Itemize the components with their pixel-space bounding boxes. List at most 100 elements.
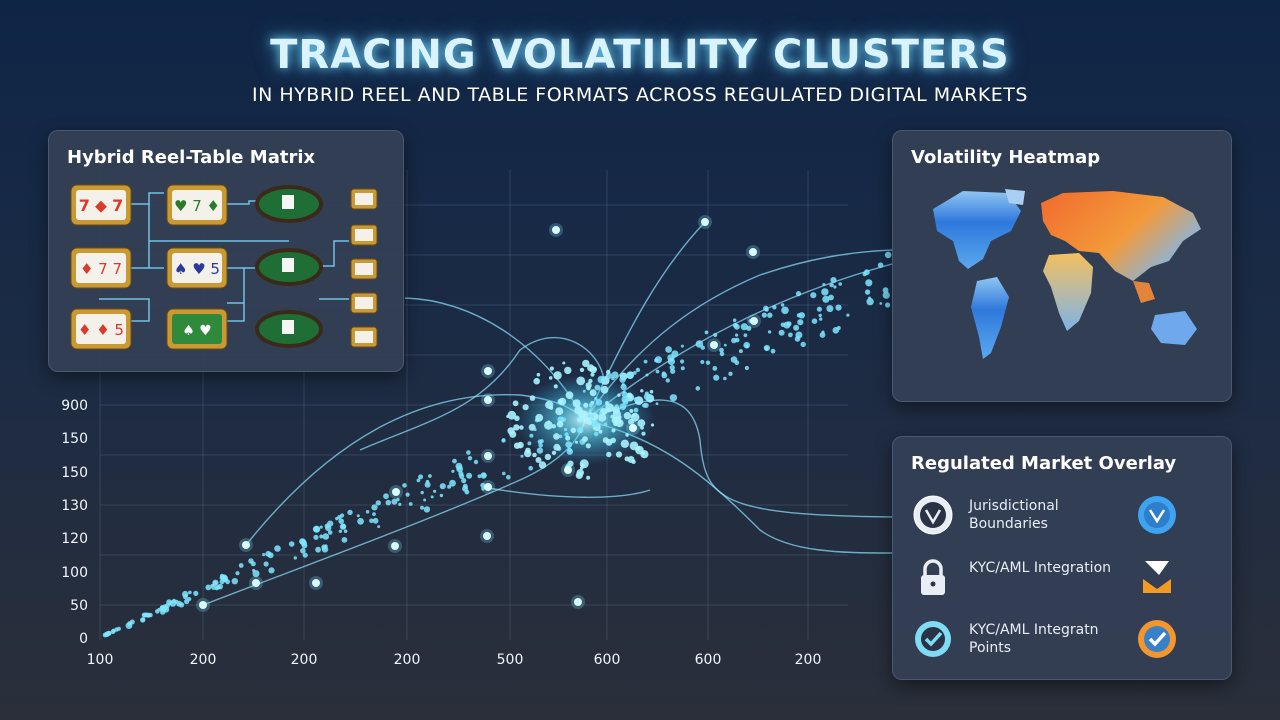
trend-curve <box>487 487 651 498</box>
data-point <box>723 343 727 347</box>
svg-text:♥ 7 ♦: ♥ 7 ♦ <box>174 197 220 215</box>
data-point <box>680 344 684 348</box>
data-point <box>734 337 740 343</box>
data-point <box>473 459 479 465</box>
heatmap-panel: Volatility Heatmap <box>892 130 1232 402</box>
data-point <box>600 385 609 394</box>
data-point <box>761 312 767 318</box>
data-point <box>562 361 566 365</box>
data-point <box>212 580 218 586</box>
data-point <box>428 474 432 478</box>
data-point <box>129 619 135 625</box>
world-heatmap-map <box>933 189 1201 359</box>
data-point <box>579 459 589 469</box>
slot-reel-icon: ♠ ♥ <box>166 308 228 350</box>
data-point <box>536 372 541 377</box>
data-point <box>644 391 649 396</box>
data-point <box>484 483 492 491</box>
y-tick-label: 150 <box>61 431 88 447</box>
data-point <box>818 313 822 318</box>
overlay-item: KYC/AML Integration <box>911 555 1211 611</box>
data-point <box>529 395 536 401</box>
data-point <box>797 319 804 326</box>
data-point <box>174 599 179 604</box>
data-point <box>484 396 492 404</box>
data-point <box>655 369 660 374</box>
data-point <box>324 544 328 548</box>
data-point <box>829 282 834 288</box>
data-point <box>767 312 773 318</box>
data-point <box>623 412 632 420</box>
data-point <box>558 434 563 439</box>
x-tick-label: 100 <box>87 652 114 668</box>
data-point <box>501 438 506 443</box>
svg-text:♦ 7 7: ♦ 7 7 <box>80 260 122 278</box>
data-point <box>293 556 297 560</box>
overlay-item-label: KYC/AML Integration <box>969 560 1112 576</box>
data-point <box>615 451 623 458</box>
data-point <box>877 262 884 269</box>
data-point <box>588 403 593 408</box>
x-tick-label: 200 <box>291 652 318 668</box>
data-point <box>506 415 510 418</box>
svg-text:♦ ♦ 5: ♦ ♦ 5 <box>78 321 124 339</box>
data-point <box>835 304 842 311</box>
data-point <box>592 367 597 371</box>
y-tick-label: 0 <box>79 631 88 647</box>
data-point <box>315 546 321 553</box>
data-point <box>564 366 572 375</box>
data-point <box>544 420 553 430</box>
data-point <box>743 333 748 338</box>
data-point <box>327 530 333 535</box>
data-point <box>620 383 627 391</box>
data-point <box>528 423 536 431</box>
data-point <box>539 439 544 444</box>
poker-table-icon <box>255 185 323 348</box>
data-point <box>221 575 229 582</box>
data-point <box>466 450 471 455</box>
data-point <box>423 498 427 502</box>
data-point <box>649 389 654 394</box>
data-point <box>611 428 616 433</box>
data-point <box>588 421 593 426</box>
data-point <box>148 612 153 618</box>
data-point <box>772 305 777 310</box>
data-point <box>605 403 614 412</box>
data-point <box>538 461 547 469</box>
data-point <box>633 407 639 413</box>
data-point <box>704 330 709 335</box>
data-point <box>157 607 161 612</box>
data-point <box>217 583 223 590</box>
data-point <box>598 413 607 422</box>
data-point <box>564 466 572 474</box>
data-point <box>439 493 444 498</box>
data-point <box>558 397 567 406</box>
y-axis-ticks: 0 50 100 120 130 150 150 900 <box>61 398 88 647</box>
data-point <box>340 523 347 530</box>
data-point <box>822 283 826 286</box>
data-point <box>577 417 583 423</box>
x-tick-label: 200 <box>795 652 822 668</box>
data-point <box>322 533 330 540</box>
data-point <box>763 305 769 311</box>
data-point <box>597 375 606 384</box>
data-point <box>456 465 464 473</box>
data-point <box>582 359 590 368</box>
data-point <box>551 450 557 455</box>
data-point <box>252 579 260 587</box>
data-point <box>846 313 850 317</box>
data-point <box>268 567 275 574</box>
overlay-item: KYC/AML Integratn Points <box>911 617 1211 673</box>
data-point <box>767 330 772 334</box>
data-point <box>770 348 776 354</box>
data-point <box>513 424 520 431</box>
data-point <box>211 584 217 590</box>
svg-text:♠ ♥ 5: ♠ ♥ 5 <box>174 260 220 278</box>
data-point <box>452 458 457 464</box>
data-point <box>574 598 582 606</box>
trend-curve <box>359 337 605 451</box>
data-point <box>313 534 319 540</box>
data-point <box>252 570 260 578</box>
data-point <box>199 601 207 609</box>
data-point <box>528 465 533 471</box>
